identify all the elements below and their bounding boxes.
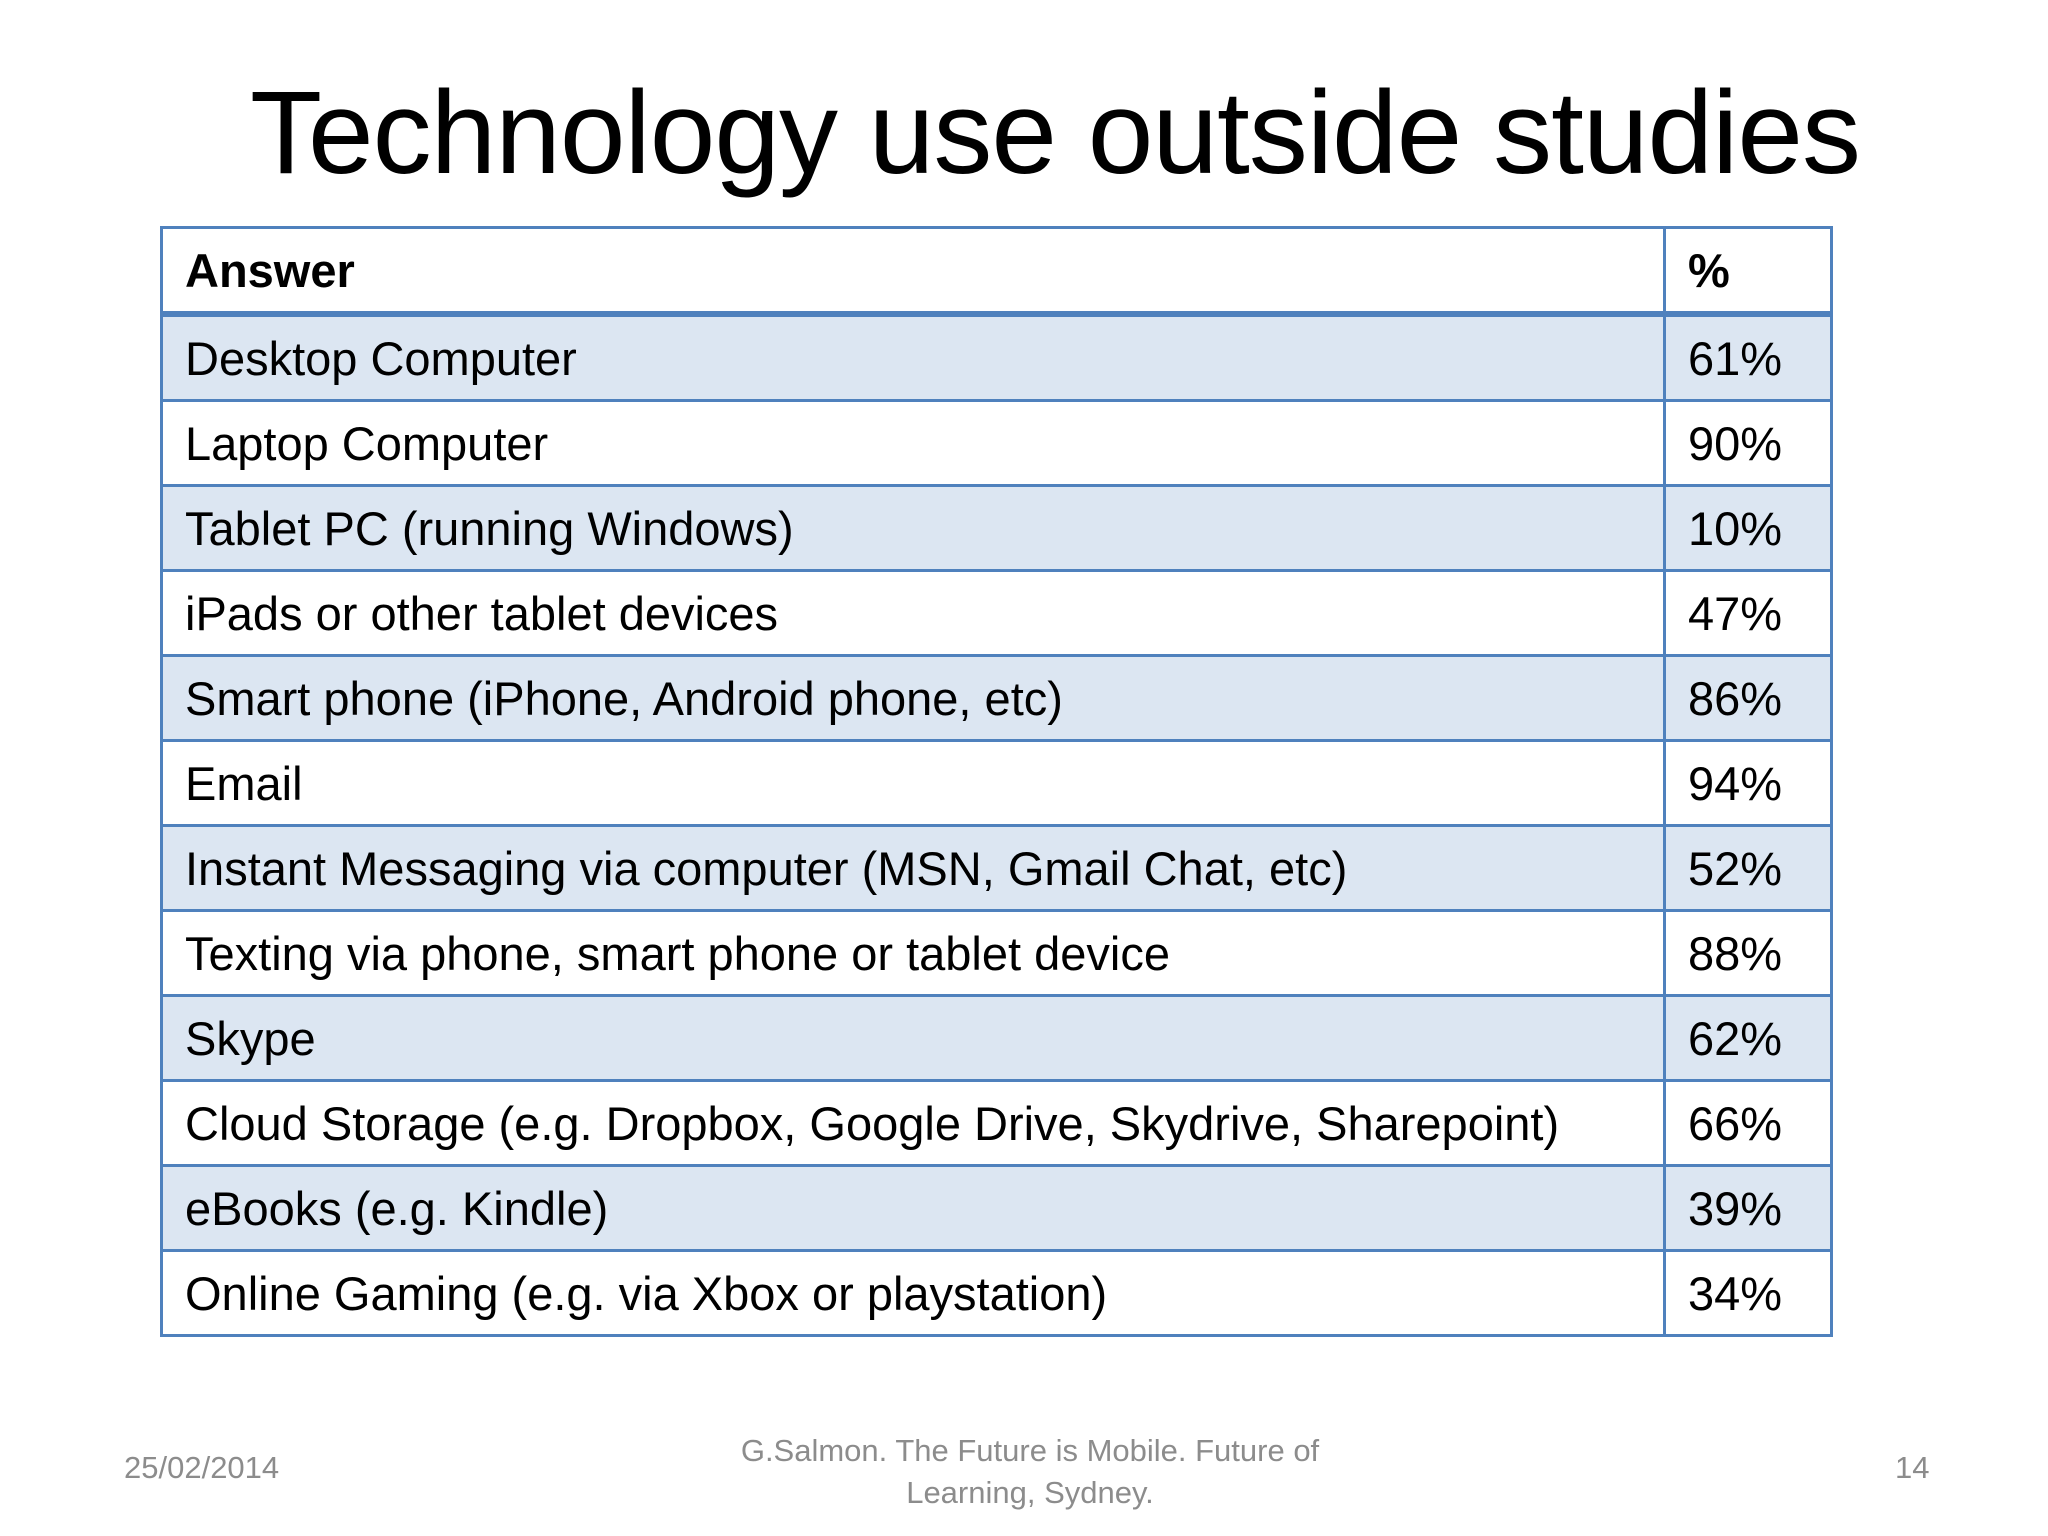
- table-row: Cloud Storage (e.g. Dropbox, Google Driv…: [160, 1079, 1833, 1167]
- table-row: Online Gaming (e.g. via Xbox or playstat…: [160, 1249, 1833, 1337]
- answer-cell: Online Gaming (e.g. via Xbox or playstat…: [160, 1249, 1666, 1337]
- table-row: eBooks (e.g. Kindle) 39%: [160, 1164, 1833, 1252]
- answer-cell: Skype: [160, 994, 1666, 1082]
- table-row: Laptop Computer 90%: [160, 399, 1833, 487]
- table-row: Desktop Computer 61%: [160, 312, 1833, 402]
- footer-date: 25/02/2014: [124, 1450, 280, 1485]
- technology-use-table: Answer % Desktop Computer 61% Laptop Com…: [160, 226, 1833, 1337]
- percent-cell: 52%: [1663, 824, 1833, 912]
- answer-cell: Smart phone (iPhone, Android phone, etc): [160, 654, 1666, 742]
- percent-cell: 90%: [1663, 399, 1833, 487]
- table-header-row: Answer %: [160, 226, 1833, 317]
- percent-cell: 86%: [1663, 654, 1833, 742]
- answer-cell: eBooks (e.g. Kindle): [160, 1164, 1666, 1252]
- answer-cell: iPads or other tablet devices: [160, 569, 1666, 657]
- percent-cell: 39%: [1663, 1164, 1833, 1252]
- table-row: Instant Messaging via computer (MSN, Gma…: [160, 824, 1833, 912]
- percent-cell: 34%: [1663, 1249, 1833, 1337]
- percent-cell: 47%: [1663, 569, 1833, 657]
- footer-source: G.Salmon. The Future is Mobile. Future o…: [700, 1430, 1360, 1514]
- table-row: Texting via phone, smart phone or tablet…: [160, 909, 1833, 997]
- answer-cell: Laptop Computer: [160, 399, 1666, 487]
- answer-column-header: Answer: [160, 226, 1666, 317]
- percent-cell: 66%: [1663, 1079, 1833, 1167]
- percent-column-header: %: [1663, 226, 1833, 317]
- answer-cell: Cloud Storage (e.g. Dropbox, Google Driv…: [160, 1079, 1666, 1167]
- answer-cell: Instant Messaging via computer (MSN, Gma…: [160, 824, 1666, 912]
- footer-source-line-2: Learning, Sydney.: [906, 1475, 1154, 1510]
- percent-cell: 61%: [1663, 312, 1833, 402]
- answer-cell: Texting via phone, smart phone or tablet…: [160, 909, 1666, 997]
- percent-cell: 10%: [1663, 484, 1833, 572]
- answer-cell: Tablet PC (running Windows): [160, 484, 1666, 572]
- table-row: iPads or other tablet devices 47%: [160, 569, 1833, 657]
- table-row: Email 94%: [160, 739, 1833, 827]
- footer-source-line-1: G.Salmon. The Future is Mobile. Future o…: [740, 1433, 1320, 1468]
- table-row: Smart phone (iPhone, Android phone, etc)…: [160, 654, 1833, 742]
- table-row: Tablet PC (running Windows) 10%: [160, 484, 1833, 572]
- table-row: Skype 62%: [160, 994, 1833, 1082]
- answer-cell: Desktop Computer: [160, 312, 1666, 402]
- page-number: 14: [1895, 1450, 1930, 1485]
- percent-cell: 94%: [1663, 739, 1833, 827]
- answer-cell: Email: [160, 739, 1666, 827]
- percent-cell: 62%: [1663, 994, 1833, 1082]
- percent-cell: 88%: [1663, 909, 1833, 997]
- slide-title: Technology use outside studies: [250, 67, 1861, 199]
